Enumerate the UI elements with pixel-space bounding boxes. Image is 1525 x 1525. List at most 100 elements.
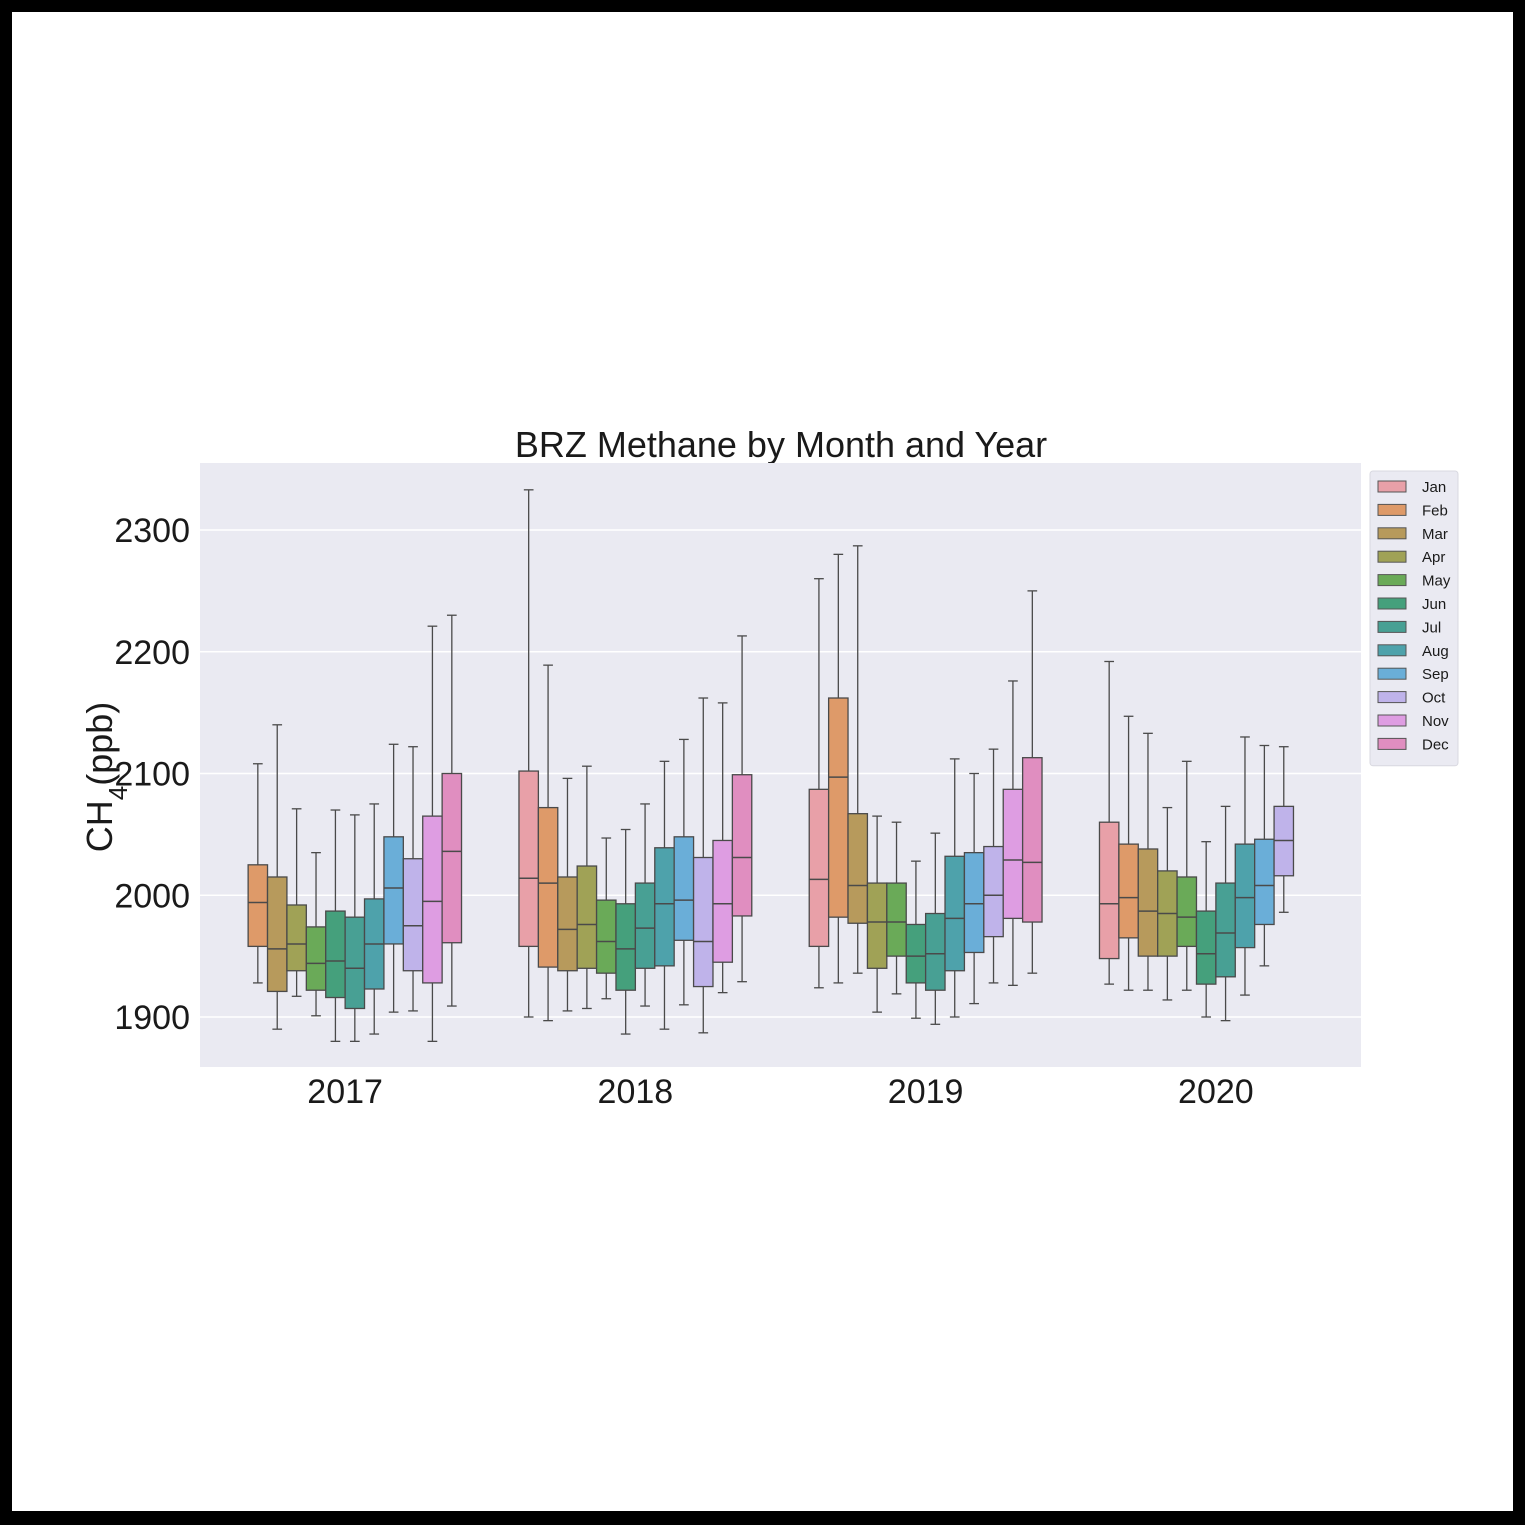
box-iqr	[344, 916, 366, 1010]
y-tick-label: 1900	[114, 999, 190, 1037]
box-apr-2019	[866, 815, 888, 1013]
legend-swatch-jul	[1377, 620, 1407, 633]
box-oct-2019	[983, 748, 1004, 984]
box-sep-2017	[383, 743, 404, 1013]
chart-title: BRZ Methane by Month and Year	[515, 424, 1047, 465]
x-tick-label: 2020	[1178, 1073, 1254, 1111]
box-may-2019	[886, 821, 907, 995]
legend-swatch-feb	[1377, 503, 1407, 516]
box-sep-2020	[1254, 744, 1275, 967]
legend-label-oct: Oct	[1422, 690, 1446, 707]
box-may-2017	[305, 851, 327, 1017]
legend-label-dec: Dec	[1422, 736, 1449, 753]
legend-label-may: May	[1422, 573, 1451, 590]
box-oct-2018	[692, 697, 714, 1034]
box-iqr	[1021, 757, 1043, 923]
legend-label-aug: Aug	[1422, 643, 1449, 660]
box-iqr	[963, 851, 985, 954]
y-axis-label-unit: (ppb)	[79, 702, 120, 786]
figure-canvas: BRZ Methane by Month and Year 1900 2000 21…	[12, 12, 1513, 1511]
legend: Jan Feb Mar Apr May Jun Jul Aug Sep Oct Nov Dec	[1369, 470, 1459, 767]
legend-label-jun: Jun	[1422, 596, 1446, 613]
box-iqr	[1195, 910, 1217, 985]
box-jan-2019	[808, 578, 830, 989]
y-axis-label-main: CH	[79, 800, 120, 852]
y-tick-label: 2200	[114, 634, 190, 672]
box-nov-2019	[1002, 680, 1024, 986]
box-nov-2017	[422, 625, 443, 1042]
box-apr-2018	[576, 765, 598, 1010]
box-iqr	[924, 912, 946, 991]
box-iqr	[1234, 843, 1256, 949]
box-iqr	[557, 876, 578, 972]
box-apr-2020	[1157, 806, 1178, 1001]
box-iqr	[305, 926, 327, 991]
legend-swatch-nov	[1377, 714, 1407, 727]
y-tick-label: 2000	[114, 877, 190, 915]
box-iqr	[1137, 848, 1159, 957]
box-aug-2017	[363, 803, 385, 1035]
box-iqr	[886, 882, 907, 957]
x-axis-ticks: 2017 2018 2019 2020	[307, 1073, 1253, 1111]
box-iqr	[576, 865, 598, 969]
legend-swatch-mar	[1377, 527, 1407, 540]
box-iqr	[1176, 876, 1198, 948]
box-iqr	[286, 904, 307, 972]
box-iqr	[422, 815, 443, 984]
box-jul-2017	[344, 814, 366, 1042]
legend-label-jul: Jul	[1422, 619, 1441, 636]
box-iqr	[827, 697, 849, 918]
box-iqr	[983, 845, 1004, 938]
box-iqr	[866, 882, 888, 969]
y-axis-label: CH4(ppb)	[79, 702, 133, 853]
legend-label-sep: Sep	[1422, 666, 1449, 683]
box-iqr	[325, 910, 346, 999]
box-oct-2020	[1273, 746, 1295, 913]
box-iqr	[712, 839, 734, 963]
box-iqr	[654, 847, 675, 967]
box-iqr	[383, 836, 404, 945]
box-iqr	[808, 788, 830, 948]
legend-swatch-jan	[1377, 480, 1407, 493]
box-feb-2017	[247, 763, 269, 984]
box-iqr	[944, 855, 966, 972]
box-feb-2019	[827, 553, 849, 984]
box-iqr	[673, 836, 695, 941]
box-jun-2017	[325, 809, 346, 1042]
box-jan-2018	[518, 489, 540, 1018]
box-iqr	[1002, 788, 1024, 920]
box-iqr	[615, 903, 637, 991]
box-iqr	[847, 813, 869, 924]
legend-swatch-apr	[1377, 550, 1407, 563]
box-iqr	[402, 858, 424, 972]
box-feb-2020	[1118, 715, 1139, 991]
box-iqr	[595, 899, 617, 974]
box-mar-2018	[557, 777, 578, 1012]
legend-swatch-sep	[1377, 667, 1407, 680]
x-tick-label: 2019	[888, 1073, 964, 1111]
box-iqr	[1215, 882, 1236, 978]
box-feb-2018	[537, 664, 559, 1022]
box-iqr	[247, 864, 269, 948]
legend-label-apr: Apr	[1422, 549, 1445, 566]
box-iqr	[441, 772, 463, 944]
y-tick-label: 2300	[114, 512, 190, 550]
box-iqr	[1254, 838, 1275, 926]
box-iqr	[266, 876, 288, 993]
box-iqr	[537, 806, 559, 968]
legend-label-nov: Nov	[1422, 713, 1449, 730]
legend-swatch-aug	[1377, 644, 1407, 657]
y-axis-ticks: 1900 2000 2100 2200 2300	[114, 512, 190, 1037]
box-mar-2019	[847, 545, 869, 974]
legend-swatch-dec	[1377, 737, 1407, 750]
boxplot-chart: BRZ Methane by Month and Year 1900 2000 21…	[79, 424, 1459, 1111]
x-tick-label: 2018	[598, 1073, 674, 1111]
box-oct-2017	[402, 746, 424, 1012]
box-dec-2017	[441, 614, 463, 1007]
box-dec-2018	[731, 635, 753, 983]
box-iqr	[1118, 843, 1139, 939]
x-tick-label: 2017	[307, 1073, 383, 1111]
box-aug-2019	[944, 758, 966, 1018]
legend-swatch-jun	[1377, 597, 1407, 610]
legend-label-feb: Feb	[1422, 502, 1448, 519]
